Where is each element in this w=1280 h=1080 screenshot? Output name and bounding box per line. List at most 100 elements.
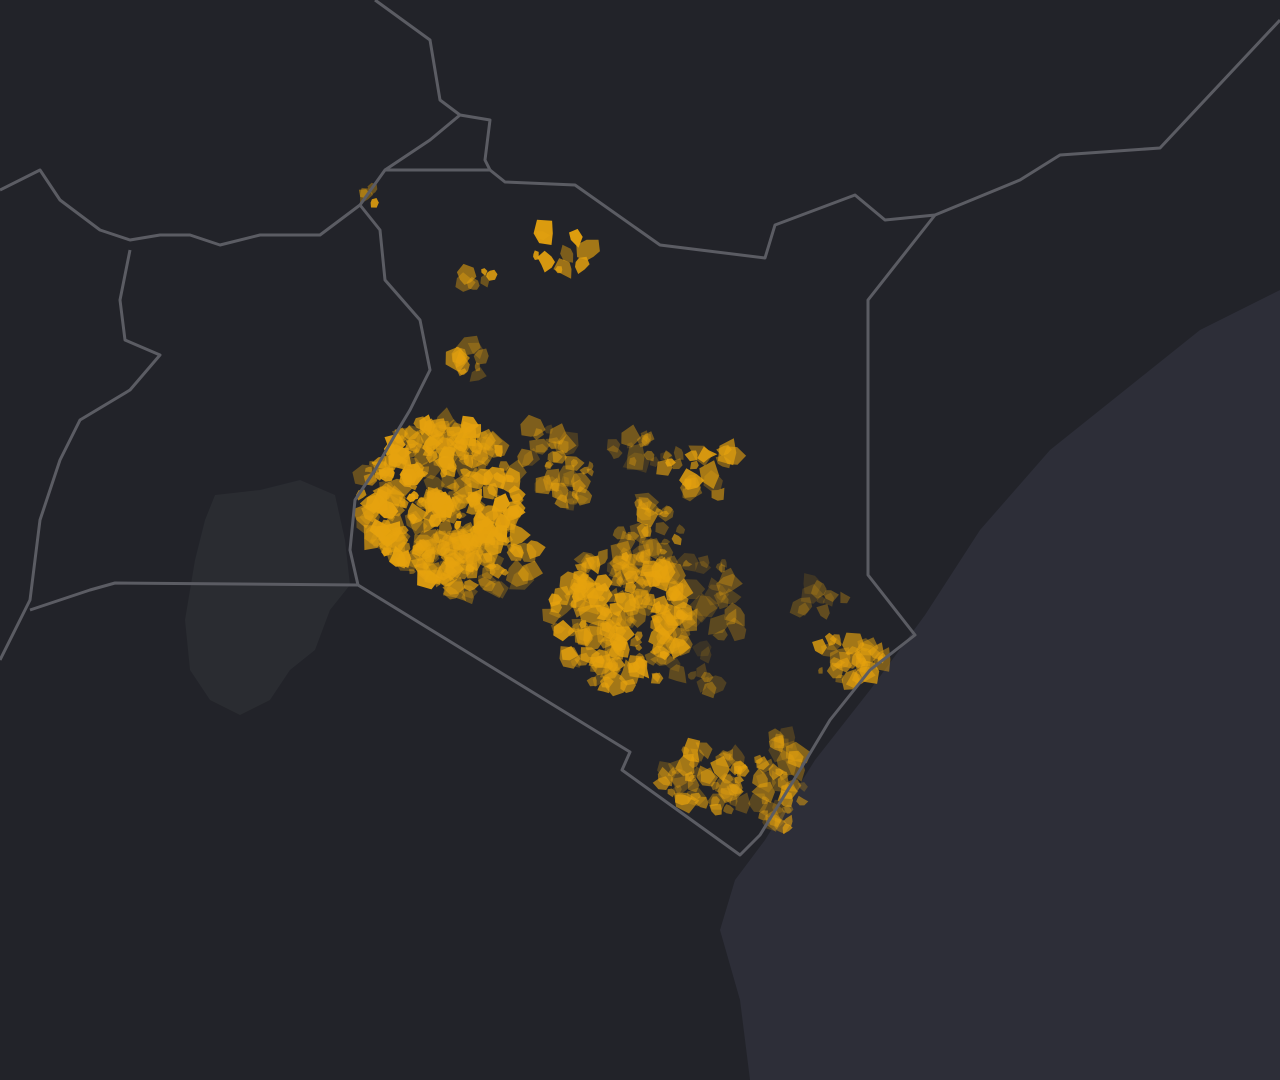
region-polygon[interactable] xyxy=(768,735,785,753)
region-polygon[interactable] xyxy=(842,632,865,656)
region-polygon[interactable] xyxy=(789,597,813,618)
region-polygon[interactable] xyxy=(474,362,481,372)
region-polygon[interactable] xyxy=(484,530,504,556)
region-polygon[interactable] xyxy=(733,760,749,775)
region-polygon[interactable] xyxy=(456,263,477,285)
region-polygon[interactable] xyxy=(506,506,520,518)
region-polygon[interactable] xyxy=(423,474,446,495)
region-polygon[interactable] xyxy=(660,650,670,661)
region-polygon[interactable] xyxy=(673,446,684,460)
region-polygon[interactable] xyxy=(650,616,661,633)
region-polygon[interactable] xyxy=(432,447,459,470)
region-polygon[interactable] xyxy=(719,563,725,573)
region-polygon[interactable] xyxy=(649,456,660,467)
region-polygon[interactable] xyxy=(622,452,650,473)
region-polygon[interactable] xyxy=(426,418,447,438)
region-polygon[interactable] xyxy=(662,450,673,461)
region-polygon[interactable] xyxy=(446,463,457,473)
region-polygon[interactable] xyxy=(460,435,478,455)
region-polygon[interactable] xyxy=(402,532,408,538)
region-polygon[interactable] xyxy=(668,637,691,659)
region-polygon[interactable] xyxy=(640,590,649,601)
region-polygon[interactable] xyxy=(695,742,713,760)
region-polygon[interactable] xyxy=(455,351,470,377)
region-polygon[interactable] xyxy=(558,431,579,456)
region-polygon[interactable] xyxy=(708,614,728,635)
region-polygon[interactable] xyxy=(533,219,553,245)
region-polygon[interactable] xyxy=(461,591,474,605)
region-polygon[interactable] xyxy=(782,824,793,835)
region-polygon[interactable] xyxy=(641,538,663,560)
region-polygon[interactable] xyxy=(458,438,465,445)
region-polygon[interactable] xyxy=(709,804,722,816)
region-polygon[interactable] xyxy=(697,446,718,463)
region-polygon[interactable] xyxy=(657,761,678,783)
region-polygon[interactable] xyxy=(710,755,730,782)
region-polygon[interactable] xyxy=(373,525,388,537)
region-polygon[interactable] xyxy=(599,618,619,640)
region-polygon[interactable] xyxy=(405,439,419,449)
region-polygon[interactable] xyxy=(816,603,830,620)
region-polygon[interactable] xyxy=(651,672,661,683)
region-polygon[interactable] xyxy=(684,478,692,490)
region-polygon[interactable] xyxy=(823,590,839,602)
region-polygon[interactable] xyxy=(783,814,793,827)
region-polygon[interactable] xyxy=(761,796,770,805)
region-polygon[interactable] xyxy=(467,491,484,502)
region-polygon[interactable] xyxy=(611,611,623,626)
region-polygon[interactable] xyxy=(559,646,581,669)
region-polygon[interactable] xyxy=(455,335,481,356)
region-polygon[interactable] xyxy=(700,671,714,683)
region-polygon[interactable] xyxy=(549,477,560,493)
region-polygon[interactable] xyxy=(660,451,673,462)
region-polygon[interactable] xyxy=(423,551,433,561)
region-polygon[interactable] xyxy=(467,342,484,360)
region-polygon[interactable] xyxy=(720,559,727,568)
region-polygon[interactable] xyxy=(482,580,505,599)
region-polygon[interactable] xyxy=(667,627,677,643)
region-polygon[interactable] xyxy=(818,667,823,674)
region-polygon[interactable] xyxy=(352,504,375,529)
region-polygon[interactable] xyxy=(641,433,652,447)
region-polygon[interactable] xyxy=(658,555,665,565)
region-polygon[interactable] xyxy=(557,434,577,453)
region-polygon[interactable] xyxy=(547,451,563,463)
region-polygon[interactable] xyxy=(492,581,509,599)
region-polygon[interactable] xyxy=(545,437,561,450)
region-polygon[interactable] xyxy=(619,554,636,574)
region-polygon[interactable] xyxy=(675,524,686,534)
region-polygon[interactable] xyxy=(623,597,641,617)
region-polygon[interactable] xyxy=(690,792,702,802)
region-polygon[interactable] xyxy=(533,428,544,441)
region-polygon[interactable] xyxy=(699,460,720,489)
region-polygon[interactable] xyxy=(616,530,636,554)
region-polygon[interactable] xyxy=(635,631,643,642)
region-polygon[interactable] xyxy=(777,771,789,791)
region-polygon[interactable] xyxy=(715,591,727,601)
region-polygon[interactable] xyxy=(629,456,637,467)
region-polygon[interactable] xyxy=(621,424,641,448)
region-polygon[interactable] xyxy=(577,626,592,643)
region-polygon[interactable] xyxy=(579,620,587,629)
region-polygon[interactable] xyxy=(520,414,546,437)
region-polygon[interactable] xyxy=(841,669,860,690)
region-polygon[interactable] xyxy=(609,555,630,572)
region-polygon[interactable] xyxy=(689,595,720,618)
region-polygon[interactable] xyxy=(446,426,465,437)
region-polygon[interactable] xyxy=(751,781,776,803)
region-polygon[interactable] xyxy=(564,455,585,471)
region-polygon[interactable] xyxy=(723,804,734,815)
region-polygon[interactable] xyxy=(573,479,587,493)
region-polygon[interactable] xyxy=(621,551,629,562)
region-polygon[interactable] xyxy=(412,448,418,454)
region-polygon[interactable] xyxy=(822,592,835,607)
region-polygon[interactable] xyxy=(824,632,837,646)
region-polygon[interactable] xyxy=(696,765,719,787)
region-polygon[interactable] xyxy=(636,507,659,528)
region-polygon[interactable] xyxy=(816,595,825,604)
region-polygon[interactable] xyxy=(662,636,675,648)
region-polygon[interactable] xyxy=(389,545,406,567)
region-polygon[interactable] xyxy=(655,604,672,615)
region-polygon[interactable] xyxy=(680,579,706,600)
region-polygon[interactable] xyxy=(781,805,792,814)
